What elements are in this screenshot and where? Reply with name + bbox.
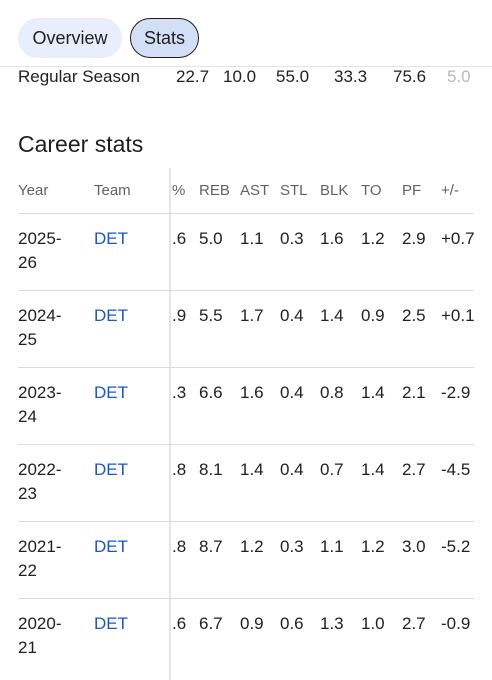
team-link[interactable]: DET [94,537,128,556]
stat-cell: +0.7 [441,229,475,248]
year-cell: 2020-21 [18,614,62,657]
stat-cell: .8 [172,460,187,479]
stat-cell: 2.9 [402,229,426,248]
stat-cell: 1.1 [320,537,344,556]
stat-cell: 0.7 [320,460,344,479]
team-link[interactable]: DET [94,460,128,479]
column-header: REB [199,182,230,199]
stat-cell: 1.4 [240,460,264,479]
tab-stats[interactable]: Stats [130,18,199,58]
stat-cell: 5.0 [199,229,223,248]
stat-cell: 0.9 [361,306,385,325]
team-link[interactable]: DET [94,306,128,325]
stat-cell: 1.1 [240,229,264,248]
stat-cell: 1.6 [240,383,264,402]
stat-cell: 2.5 [402,306,426,325]
stat-cell: 1.2 [361,537,385,556]
stat-cell: 1.7 [240,306,264,325]
column-header: +/- [441,182,459,199]
column-header: STL [280,182,308,199]
regular-season-value: 10.0 [223,67,257,86]
stat-cell: 1.2 [361,229,385,248]
stat-cell: 0.3 [280,229,304,248]
stat-cell: -5.2 [441,537,471,556]
regular-season-value: 5.0 [447,67,471,86]
stat-cell: -0.9 [441,614,471,633]
stat-cell: -4.5 [441,460,471,479]
row-divider [18,213,474,214]
stat-cell: 1.4 [361,460,385,479]
regular-season-value: 75.6 [393,67,427,86]
column-header: AST [240,182,270,199]
year-cell: 2024-25 [18,306,62,349]
stat-cell: +0.1 [441,306,475,325]
tab-overview[interactable]: Overview [18,18,122,58]
row-divider [18,598,474,599]
team-link[interactable]: DET [94,229,128,248]
regular-season-value: 55.0 [276,67,310,86]
year-cell: 2023-24 [18,383,62,426]
stat-cell: 2.7 [402,614,426,633]
team-link[interactable]: DET [94,383,128,402]
row-divider [18,367,474,368]
column-divider [169,168,171,680]
stat-cell: 1.4 [320,306,344,325]
regular-season-label: Regular Season [18,67,140,86]
stat-cell: 0.9 [240,614,264,633]
stat-cell: .6 [172,614,187,633]
stat-cell: .8 [172,537,187,556]
stat-cell: 8.1 [199,460,223,479]
stat-cell: .9 [172,306,187,325]
row-divider [18,521,474,522]
column-header: TO [361,182,382,199]
year-cell: 2025-26 [18,229,62,272]
column-header: Year [18,182,49,199]
section-title: Career stats [18,131,144,157]
stat-cell: -2.9 [441,383,471,402]
year-cell: 2022-23 [18,460,62,503]
row-divider [18,290,474,291]
column-header: BLK [320,182,349,199]
regular-season-value: 22.7 [176,67,210,86]
stat-cell: 0.8 [320,383,344,402]
divider [0,66,492,67]
stat-cell: 2.1 [402,383,426,402]
regular-season-value: 33.3 [334,67,368,86]
stat-cell: 1.4 [361,383,385,402]
stat-cell: 3.0 [402,537,426,556]
year-cell: 2021-22 [18,537,62,580]
stat-cell: .3 [172,383,187,402]
stat-cell: 0.4 [280,460,304,479]
column-header: PF [402,182,422,199]
stat-cell: .6 [172,229,187,248]
column-header: Team [94,182,131,199]
stat-cell: 0.4 [280,383,304,402]
stat-cell: 1.2 [240,537,264,556]
stat-cell: 0.6 [280,614,304,633]
stat-cell: 1.3 [320,614,344,633]
stat-cell: 2.7 [402,460,426,479]
stat-cell: 8.7 [199,537,223,556]
stat-cell: 1.6 [320,229,344,248]
stat-cell: 6.6 [199,383,223,402]
row-divider [18,444,474,445]
team-link[interactable]: DET [94,614,128,633]
stat-cell: 0.4 [280,306,304,325]
stat-cell: 1.0 [361,614,385,633]
stat-cell: 0.3 [280,537,304,556]
column-header: % [172,182,186,199]
stat-cell: 5.5 [199,306,223,325]
stat-cell: 6.7 [199,614,223,633]
